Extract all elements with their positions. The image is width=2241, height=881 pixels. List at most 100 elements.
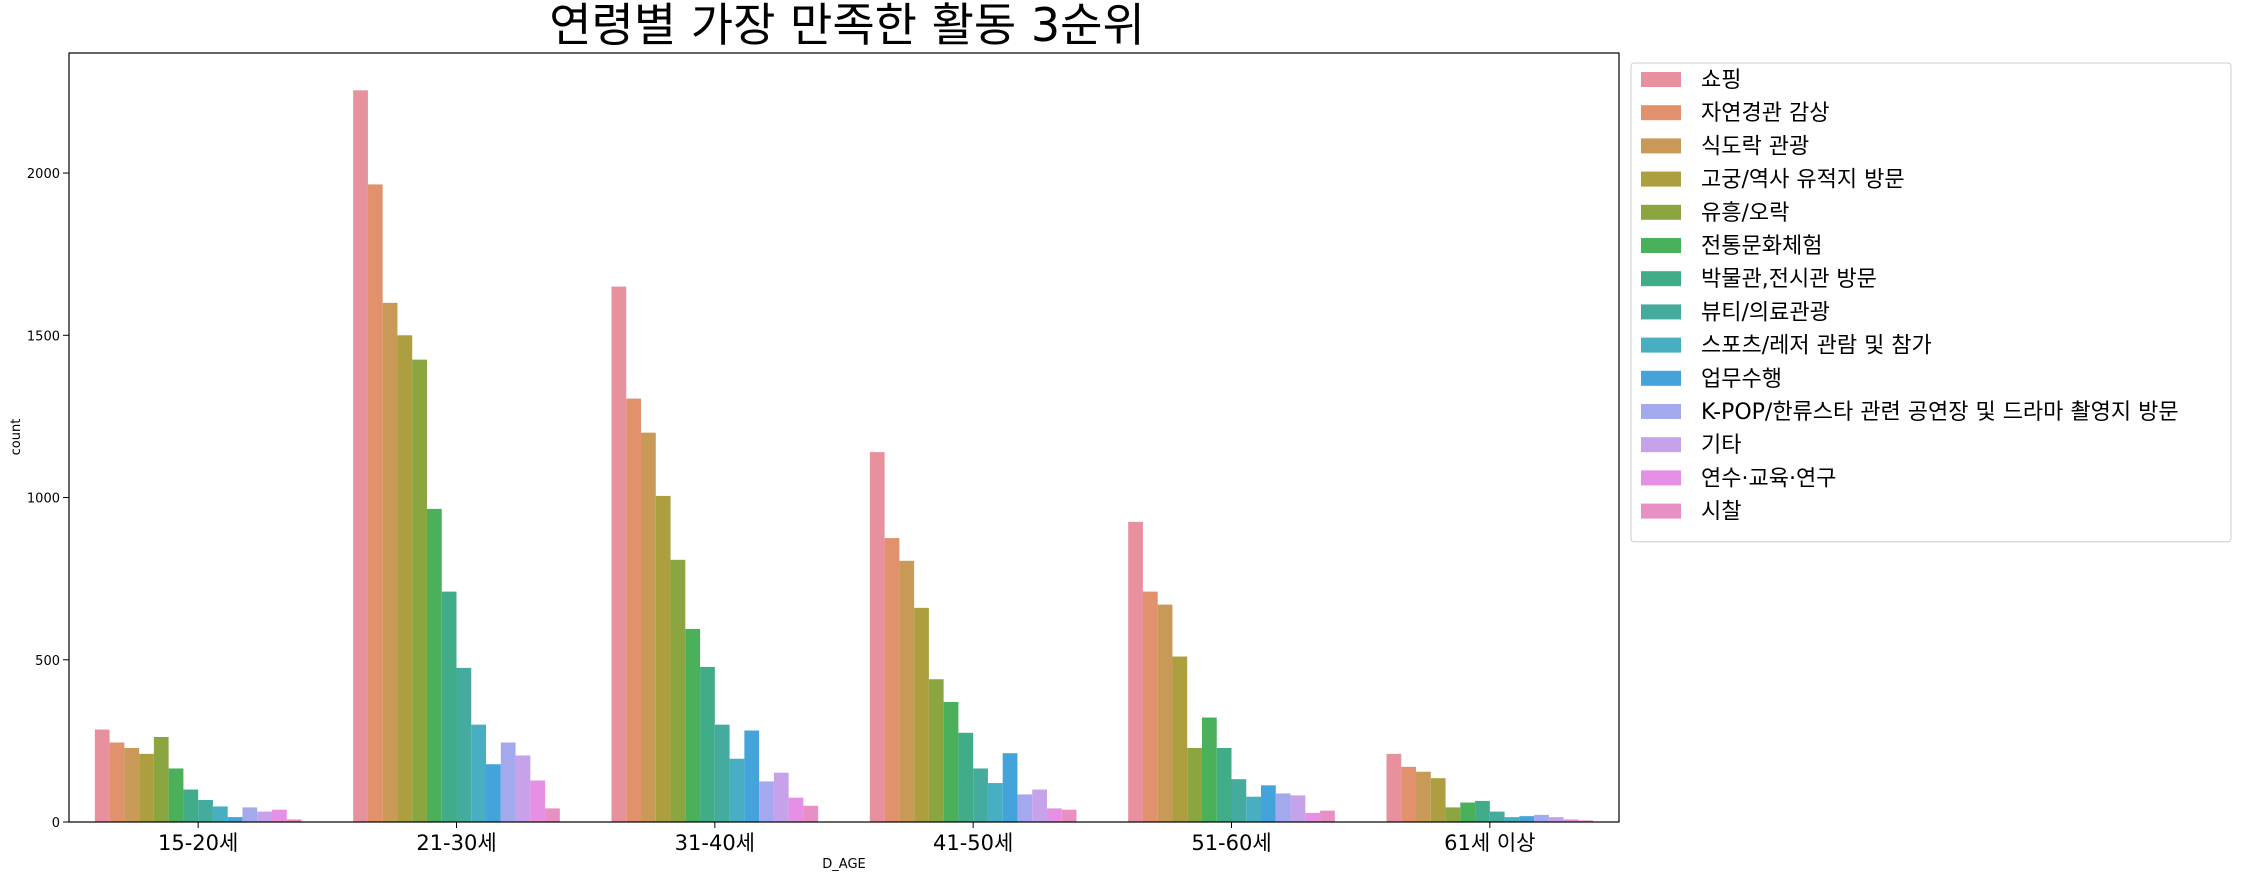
bar [1504, 817, 1520, 822]
bar [530, 780, 546, 822]
bar [382, 302, 398, 823]
y-axis: 0 500 1000 1500 2000 [27, 167, 69, 831]
bar [973, 768, 988, 822]
bar [626, 398, 642, 822]
bar [700, 666, 715, 822]
legend-frame [1630, 62, 2232, 543]
legend-label: K-POP/한류스타 관련 공연장 및 드라마 촬영지 방문 [1701, 400, 2179, 425]
bar [500, 742, 516, 822]
bar [426, 508, 442, 822]
legend-label: 식도락 관광 [1701, 134, 1809, 159]
bar [1548, 817, 1564, 822]
legend-swatch [1641, 238, 1681, 253]
x-tick-label: 61세 이상 [1444, 831, 1535, 855]
legend-swatch [1641, 105, 1681, 121]
bar [1578, 820, 1594, 822]
bar [1275, 793, 1291, 822]
bar [271, 809, 287, 822]
bar [1401, 766, 1417, 822]
bar [94, 729, 110, 822]
x-tick-label: 41-50세 [933, 831, 1013, 855]
bar [515, 755, 531, 822]
bar [670, 559, 686, 822]
bar [1172, 656, 1188, 822]
bar [1128, 521, 1143, 822]
bar [1430, 778, 1446, 822]
bar [397, 335, 413, 822]
bar [1460, 802, 1476, 822]
bar [914, 607, 929, 822]
bar [1489, 811, 1505, 822]
bar [1216, 748, 1232, 822]
legend-label: 시찰 [1701, 500, 1741, 525]
legend-label: 박물관,전시관 방문 [1701, 267, 1877, 292]
bar [286, 819, 302, 822]
bar [257, 811, 272, 822]
bar [1017, 794, 1033, 822]
bar [471, 724, 487, 822]
bar [1157, 604, 1173, 822]
legend-label: 기타 [1701, 433, 1741, 458]
legend-label: 연수·교육·연구 [1701, 466, 1836, 491]
bar [928, 679, 944, 822]
bar [987, 783, 1003, 822]
bar [412, 359, 427, 822]
bar [1002, 753, 1018, 822]
bar [1187, 748, 1202, 822]
bar [1519, 816, 1535, 822]
bar [1290, 795, 1306, 822]
legend-label: 뷰티/의료관광 [1701, 300, 1830, 325]
bar [1475, 800, 1490, 822]
bar [1201, 717, 1217, 822]
bar [759, 781, 774, 822]
bar [456, 667, 472, 822]
bar [1563, 819, 1579, 822]
bar [958, 732, 974, 822]
legend-swatch [1641, 72, 1681, 87]
y-tick-label: 1500 [27, 329, 60, 344]
bar [1142, 591, 1158, 822]
bar [1386, 753, 1402, 822]
legend-swatch [1641, 404, 1681, 419]
plot-frame [68, 52, 1620, 823]
bar [1231, 779, 1247, 822]
bar [1061, 809, 1077, 822]
legend-label: 업무수행 [1701, 367, 1782, 392]
bar [788, 797, 804, 822]
plot-area [69, 53, 1619, 822]
bar [168, 768, 184, 822]
bar [1032, 789, 1047, 822]
bar [183, 789, 199, 822]
legend-label: 쇼핑 [1701, 68, 1741, 93]
x-axis: 15-20세 21-30세 31-40세 41-50세 51-60세 61세 이상 [158, 822, 1536, 855]
bar [803, 805, 819, 822]
bar [109, 742, 125, 822]
bar [714, 724, 730, 822]
x-tick-label: 21-30세 [416, 831, 496, 855]
bar [1305, 812, 1321, 822]
x-tick-label: 31-40세 [675, 831, 755, 855]
y-tick-label: 2000 [27, 167, 60, 182]
legend-swatch [1641, 138, 1681, 154]
bar [611, 286, 627, 822]
legend-swatch [1641, 470, 1681, 486]
bar [153, 736, 169, 822]
legend-swatch [1641, 271, 1681, 287]
bar [884, 538, 900, 822]
legend-swatch [1641, 171, 1681, 187]
bar [1246, 796, 1262, 822]
bar [212, 806, 228, 822]
legend-label: 유흥/오락 [1701, 201, 1789, 226]
bar [1534, 814, 1549, 822]
bar [353, 90, 368, 822]
bar [869, 452, 885, 822]
legend-label: 스포츠/레저 관람 및 참가 [1701, 334, 1932, 359]
bar [943, 701, 959, 822]
bar [1416, 771, 1431, 822]
legend-swatch [1641, 304, 1681, 320]
y-tick-label: 1000 [27, 492, 60, 507]
bar [655, 495, 671, 822]
legend-swatch [1641, 337, 1681, 353]
